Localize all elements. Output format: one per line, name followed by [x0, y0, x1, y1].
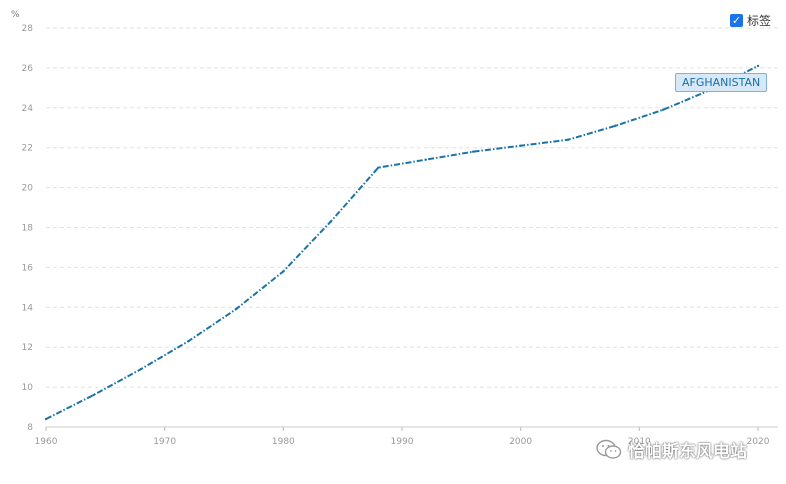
x-tick-label-2010: 2010: [628, 437, 651, 447]
data-point-2012: [661, 108, 665, 111]
x-tick-label-1970: 1970: [153, 437, 176, 447]
labels-toggle[interactable]: ✓ 标签: [730, 12, 771, 29]
x-tick-label-2020: 2020: [747, 437, 770, 447]
y-tick-label-18: 18: [22, 224, 34, 234]
y-tick-label-8: 8: [27, 423, 33, 433]
y-tick-label-16: 16: [22, 263, 34, 273]
y-tick-label-22: 22: [22, 144, 33, 154]
y-tick-label-24: 24: [22, 104, 34, 114]
data-point-2000: [519, 144, 522, 147]
labels-toggle-label: 标签: [747, 14, 772, 28]
y-unit-label: %: [11, 10, 20, 20]
x-tick-label-1960: 1960: [35, 437, 58, 447]
y-tick-label-14: 14: [22, 303, 34, 313]
data-point-1984: [329, 220, 332, 223]
x-tick-label-1990: 1990: [391, 437, 414, 447]
data-point-1968: [139, 367, 143, 371]
data-point-1976: [234, 308, 238, 311]
watermark: 恰帕斯东风电站: [596, 437, 747, 462]
y-tick-label-10: 10: [22, 383, 34, 393]
y-tick-label-20: 20: [22, 184, 34, 194]
y-tick-label-28: 28: [22, 24, 34, 34]
data-point-1964: [92, 393, 95, 397]
data-point-1980: [282, 270, 285, 273]
series-line-afghanistan: [45, 65, 759, 420]
data-point-2020: [756, 64, 760, 68]
x-tick-label-2000: 2000: [509, 437, 532, 447]
data-point-1960: [44, 417, 48, 421]
y-tick-label-26: 26: [22, 64, 34, 74]
data-point-1988: [377, 166, 380, 169]
wechat-icon: [596, 439, 622, 459]
data-point-2004: [566, 138, 570, 141]
series-label-afghanistan: AFGHANISTAN: [675, 73, 768, 92]
y-tick-label-12: 12: [22, 343, 33, 353]
watermark-text: 恰帕斯东风电站: [628, 442, 747, 462]
data-point-1992: [424, 158, 427, 161]
x-tick-label-1980: 1980: [272, 437, 295, 447]
data-point-1972: [187, 340, 190, 343]
labels-checkbox[interactable]: ✓: [730, 14, 743, 27]
data-point-1996: [472, 150, 475, 153]
data-point-2008: [614, 124, 617, 127]
